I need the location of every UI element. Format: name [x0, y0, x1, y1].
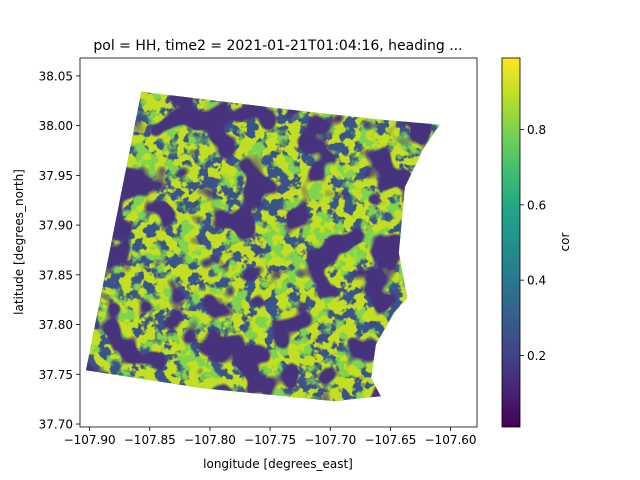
colorbar-frame: [501, 57, 521, 428]
x-tick-label: −107.85: [124, 433, 176, 447]
y-tick-label: 38.00: [39, 119, 73, 133]
x-tick-label: −107.70: [304, 433, 356, 447]
colorbar-label: cor: [558, 232, 572, 251]
y-tick-label: 37.80: [39, 318, 73, 332]
x-tick-label: −107.90: [64, 433, 116, 447]
x-axis-ticks: −107.90 −107.85 −107.80 −107.75 −107.70 −107.…: [64, 427, 477, 447]
y-tick-label: 37.85: [39, 268, 73, 282]
y-tick-label: 37.90: [39, 219, 73, 233]
y-axis-label: latitude [degrees_north]: [12, 169, 26, 315]
y-tick-label: 37.70: [39, 418, 73, 432]
colorbar-gradient: [502, 58, 520, 427]
y-axis-ticks: 37.70 37.75 37.80 37.85 37.90 37.95 38.00 38.05: [39, 69, 80, 432]
x-tick-label: −107.65: [364, 433, 416, 447]
y-tick-label: 37.75: [39, 368, 73, 382]
y-tick-label: 37.95: [39, 169, 73, 183]
x-axis-label: longitude [degrees_east]: [203, 457, 353, 471]
colorbar-tick-label: 0.8: [527, 123, 546, 137]
x-tick-label: −107.60: [425, 433, 477, 447]
colorbar-ticks: 0.2 0.4 0.6 0.8: [520, 123, 546, 363]
colorbar: 0.2 0.4 0.6 0.8 cor: [501, 57, 572, 428]
x-tick-label: −107.80: [184, 433, 236, 447]
colorbar-tick-label: 0.6: [527, 198, 546, 212]
x-tick-label: −107.75: [244, 433, 296, 447]
chart-title: pol = HH, time2 = 2021-01-21T01:04:16, h…: [93, 38, 462, 54]
colorbar-tick-label: 0.2: [527, 349, 546, 363]
y-tick-label: 38.05: [39, 69, 73, 83]
coherence-image: [86, 91, 440, 402]
axes-frame: [79, 57, 478, 428]
colorbar-tick-label: 0.4: [527, 274, 546, 288]
main-axes: −107.90 −107.85 −107.80 −107.75 −107.70 −107.…: [12, 38, 478, 471]
